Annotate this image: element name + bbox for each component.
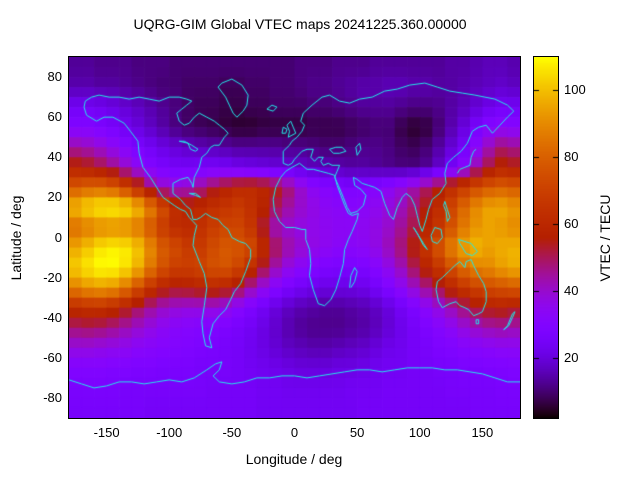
vtec-heatmap-canvas (69, 57, 520, 418)
colorbar-tick-label: 20 (564, 349, 579, 365)
colorbar-canvas (534, 57, 558, 418)
x-tick-label: -50 (222, 425, 242, 440)
x-tick-label: 100 (408, 425, 431, 440)
x-tick-label: 150 (471, 425, 494, 440)
y-tick-label: 20 (47, 189, 62, 205)
colorbar-tick-label: 80 (564, 149, 579, 165)
y-tick-label: 80 (47, 69, 62, 85)
y-tick-label: -40 (43, 309, 62, 325)
y-tick-label: -60 (43, 349, 62, 365)
figure-title: UQRG-GIM Global VTEC maps 20241225.360.0… (133, 16, 467, 32)
y-tick-label: 0 (54, 229, 62, 245)
x-tick-label: 0 (290, 425, 299, 440)
y-tick-label: -20 (43, 269, 62, 285)
colorbar-tick-label: 40 (564, 282, 579, 298)
x-tick-label: -100 (156, 425, 183, 440)
y-tick-label: -80 (43, 389, 62, 405)
x-axis-label: Longitude / deg (245, 451, 343, 467)
colorbar-tick-label: 60 (564, 216, 579, 232)
colorbar-tick-label: 100 (564, 82, 586, 98)
colorbar-label: VTEC / TECU (597, 194, 613, 282)
x-tick-label: 50 (349, 425, 365, 440)
y-tick-label: 60 (47, 109, 62, 125)
x-tick-label: -150 (93, 425, 120, 440)
y-tick-label: 40 (47, 149, 62, 165)
